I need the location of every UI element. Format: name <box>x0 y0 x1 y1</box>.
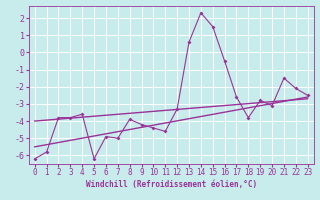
X-axis label: Windchill (Refroidissement éolien,°C): Windchill (Refroidissement éolien,°C) <box>86 180 257 189</box>
